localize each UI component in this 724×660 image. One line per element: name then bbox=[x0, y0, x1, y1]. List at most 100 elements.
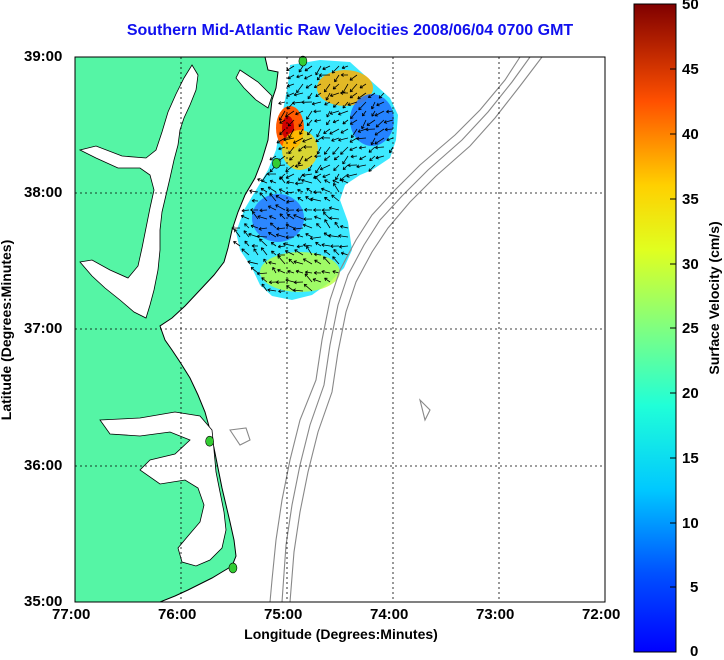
velocity-vector bbox=[306, 245, 313, 256]
velocity-vector bbox=[315, 164, 322, 174]
velocity-vector bbox=[302, 223, 313, 229]
velocity-vector bbox=[296, 244, 304, 249]
velocity-vector bbox=[261, 277, 268, 283]
velocity-vector bbox=[304, 65, 313, 72]
velocity-vector bbox=[277, 268, 286, 274]
velocity-vector bbox=[365, 127, 376, 132]
velocity-vector bbox=[269, 155, 277, 161]
velocity-vector bbox=[251, 244, 259, 248]
ytick-label: 36:00 bbox=[24, 457, 63, 474]
velocity-vector bbox=[233, 240, 241, 247]
velocity-vector bbox=[316, 223, 322, 229]
velocity-vector bbox=[318, 73, 331, 78]
velocity-vector bbox=[340, 128, 349, 134]
velocity-vector bbox=[289, 155, 295, 161]
velocity-vector bbox=[356, 136, 367, 141]
colorbar-tick-label: 35 bbox=[682, 191, 699, 208]
velocity-vector bbox=[361, 110, 367, 117]
delaware-bay bbox=[235, 69, 273, 109]
velocity-vector bbox=[357, 128, 367, 133]
velocity-vector bbox=[361, 119, 367, 130]
velocity-vector bbox=[332, 270, 340, 274]
xtick-label: 73:00 bbox=[476, 606, 515, 623]
velocity-vector bbox=[313, 190, 322, 195]
bathymetry-contours bbox=[229, 57, 543, 602]
velocity-vector bbox=[333, 182, 340, 193]
velocity-vector bbox=[313, 109, 322, 114]
velocity-vector bbox=[301, 178, 313, 184]
velocity-vector bbox=[322, 173, 331, 178]
velocity-vector bbox=[275, 280, 286, 285]
velocity-vector bbox=[292, 227, 304, 231]
velocity-vector bbox=[358, 101, 367, 111]
velocity-vector bbox=[342, 155, 349, 165]
velocity-vector bbox=[269, 179, 277, 184]
velocity-vector bbox=[314, 175, 322, 184]
velocity-vector bbox=[374, 110, 385, 117]
velocity-vector bbox=[313, 208, 322, 212]
velocity-vector bbox=[312, 278, 322, 283]
velocity-vector bbox=[310, 197, 322, 202]
velocity-vector bbox=[326, 119, 331, 126]
velocity-vector bbox=[293, 92, 304, 97]
velocity-vector bbox=[306, 110, 313, 120]
velocity-vector bbox=[247, 260, 259, 265]
velocity-vector bbox=[285, 110, 295, 118]
colorbar-ticks bbox=[670, 68, 676, 588]
velocity-vector bbox=[241, 248, 250, 256]
velocity-vector bbox=[288, 128, 295, 139]
velocity-vector bbox=[278, 289, 286, 294]
velocity-vector bbox=[269, 222, 277, 229]
velocity-vector bbox=[321, 270, 331, 274]
velocity-vector bbox=[257, 178, 268, 184]
velocity-vector bbox=[278, 188, 286, 193]
velocity-vector bbox=[368, 146, 376, 153]
velocity-vector bbox=[322, 211, 331, 220]
velocity-vector bbox=[359, 83, 367, 89]
velocity-vector bbox=[325, 92, 331, 101]
x-axis-label: Longitude (Degrees:Minutes) bbox=[244, 626, 438, 642]
ytick-label: 35:00 bbox=[24, 593, 63, 610]
velocity-vector bbox=[389, 146, 394, 154]
velocity-vector bbox=[244, 223, 250, 229]
velocity-vector bbox=[332, 146, 340, 155]
velocity-vector bbox=[272, 266, 277, 274]
velocity-vector bbox=[331, 137, 340, 142]
velocity-vector bbox=[286, 92, 295, 98]
velocity-vector bbox=[286, 214, 295, 220]
colorbar-label: Surface Velocity (cm/s) bbox=[706, 221, 722, 375]
velocity-vector bbox=[323, 256, 331, 265]
ytick-label: 38:00 bbox=[24, 184, 63, 201]
velocity-vector bbox=[278, 101, 286, 105]
velocity-vector bbox=[321, 135, 331, 140]
velocity-vector bbox=[270, 250, 277, 256]
velocity-vector bbox=[324, 179, 331, 184]
velocity-vector bbox=[333, 155, 340, 161]
velocity-vector bbox=[314, 154, 322, 159]
velocity-vector bbox=[278, 146, 286, 151]
velocity-vector bbox=[358, 145, 367, 150]
velocity-vector bbox=[333, 249, 340, 256]
velocity-vector bbox=[251, 211, 259, 220]
velocity-vector bbox=[298, 146, 304, 152]
velocity-vector bbox=[286, 208, 295, 213]
xtick-label: 77:00 bbox=[52, 606, 91, 623]
velocity-vector bbox=[349, 146, 358, 152]
ytick-label: 39:00 bbox=[24, 48, 63, 65]
velocity-vector bbox=[292, 288, 304, 293]
velocity-vector bbox=[244, 240, 250, 247]
velocity-vector bbox=[349, 74, 358, 81]
velocity-vector bbox=[253, 248, 259, 256]
colorbar-tick-label: 40 bbox=[682, 126, 699, 143]
velocity-vector bbox=[234, 228, 241, 238]
velocity-vector bbox=[315, 241, 322, 247]
velocity-vector bbox=[383, 119, 394, 124]
velocity-vector bbox=[294, 249, 304, 256]
velocity-vector bbox=[287, 74, 295, 80]
velocity-vector bbox=[243, 230, 250, 238]
velocity-vector bbox=[307, 128, 313, 136]
ytick-label: 37:00 bbox=[24, 320, 63, 337]
velocity-vector bbox=[376, 101, 385, 107]
velocity-vector bbox=[323, 249, 331, 256]
velocity-vector bbox=[269, 215, 277, 220]
